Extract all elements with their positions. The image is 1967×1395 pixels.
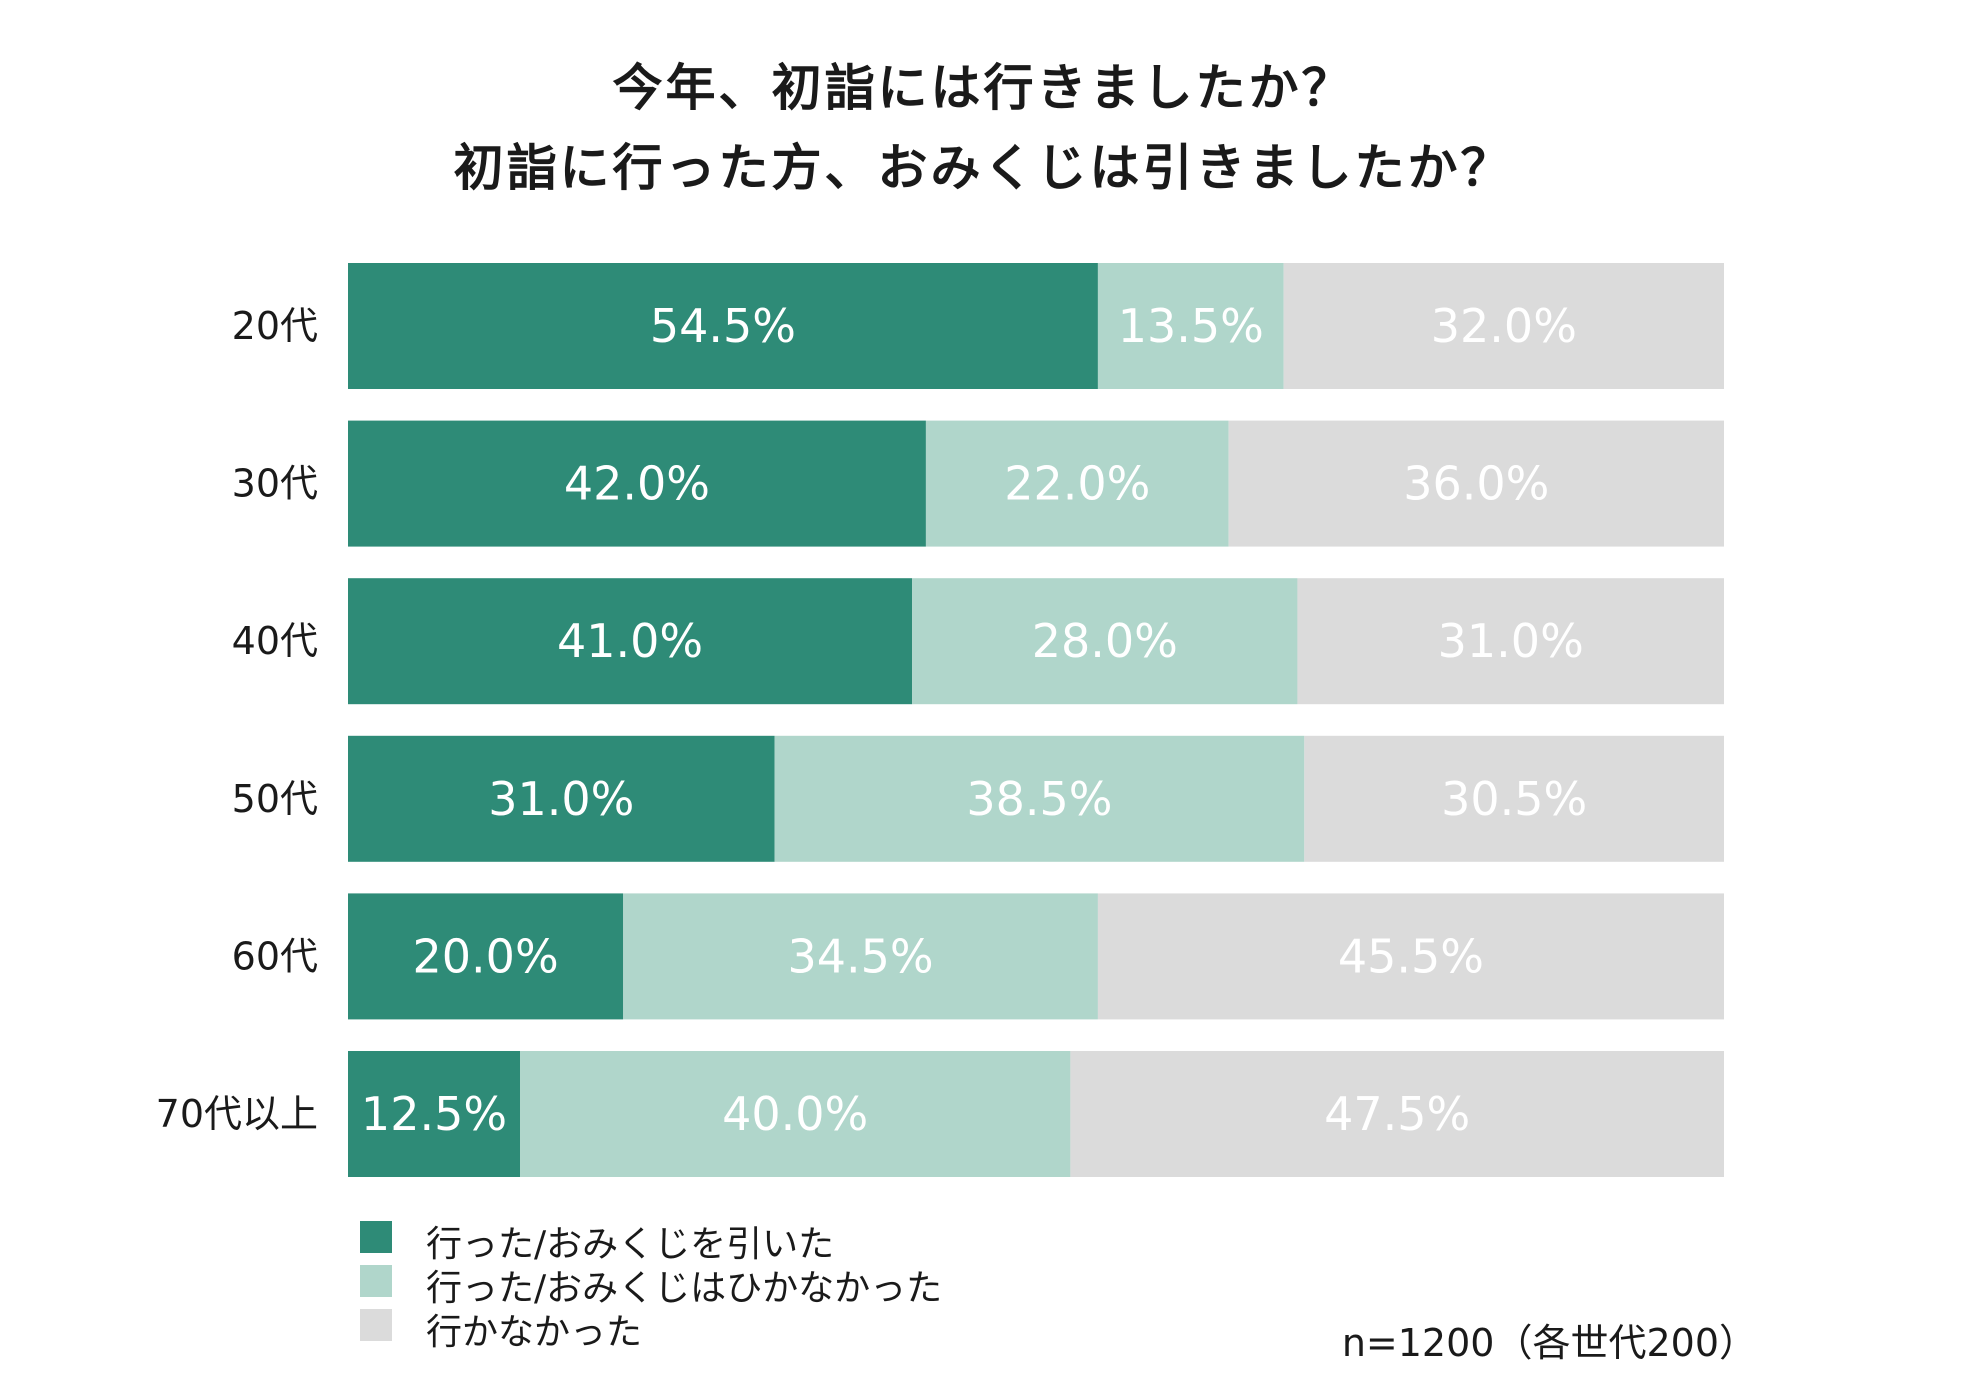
data-label: 36.0%: [1403, 457, 1549, 511]
sample-size-note: n=1200（各世代200）: [1341, 1321, 1757, 1365]
data-label: 34.5%: [787, 929, 933, 983]
bar-segment: [1097, 263, 1284, 389]
category-label: 30代: [232, 462, 318, 506]
category-label: 40代: [232, 619, 318, 663]
bar-segment: [925, 420, 1229, 547]
category-label: 20代: [232, 304, 318, 348]
bar-segment: [348, 735, 775, 862]
data-label: 45.5%: [1338, 929, 1484, 983]
data-label: 41.0%: [557, 614, 703, 668]
bar-segment: [348, 420, 926, 547]
data-label: 40.0%: [722, 1087, 868, 1141]
legend-label: 行かなかった: [426, 1312, 643, 1353]
data-label: 31.0%: [1438, 614, 1584, 668]
category-label: 50代: [232, 777, 318, 821]
bar-segment: [623, 893, 1098, 1020]
legend-swatch: [360, 1265, 392, 1297]
category-label: 60代: [232, 934, 318, 978]
bar-segment: [348, 263, 1098, 389]
bar-segment: [912, 578, 1298, 705]
bar-segment: [774, 735, 1305, 862]
data-label: 30.5%: [1441, 772, 1587, 826]
data-label: 13.5%: [1118, 299, 1264, 353]
chart-subtitle: 初詣に行った方、おみくじは引きましたか？: [453, 139, 1514, 197]
data-label: 42.0%: [564, 457, 710, 511]
data-label: 28.0%: [1032, 614, 1178, 668]
legend-label: 行った/おみくじを引いた: [426, 1224, 835, 1265]
category-label: 70代以上: [156, 1092, 318, 1136]
bar-segment: [1304, 735, 1724, 862]
bar-segment: [1097, 893, 1724, 1020]
data-label: 54.5%: [650, 299, 796, 353]
bar-segment: [348, 578, 913, 705]
data-label: 22.0%: [1004, 457, 1150, 511]
bar-segment: [520, 1051, 1071, 1177]
bar-segment: [1283, 263, 1724, 389]
data-label: 31.0%: [488, 772, 634, 826]
bar-segment: [348, 893, 624, 1020]
legend-label: 行った/おみくじはひかなかった: [426, 1268, 943, 1309]
legend-swatch: [360, 1221, 392, 1253]
data-label: 12.5%: [361, 1087, 507, 1141]
data-label: 32.0%: [1431, 299, 1577, 353]
chart-title: 今年、初詣には行きましたか？: [612, 59, 1355, 117]
bar-segment: [1070, 1051, 1724, 1177]
stacked-bar-plot: 20代 54.5% 13.5% 32.0% 30代 42.0% 22.0% 36.0% 40代 4…: [156, 263, 1724, 1177]
data-label: 20.0%: [413, 929, 559, 983]
bar-segment: [1228, 420, 1724, 547]
bar-segment: [1297, 578, 1724, 705]
data-label: 38.5%: [966, 772, 1112, 826]
legend-swatch: [360, 1309, 392, 1341]
bar-segment: [348, 1051, 520, 1177]
data-label: 47.5%: [1324, 1087, 1470, 1141]
